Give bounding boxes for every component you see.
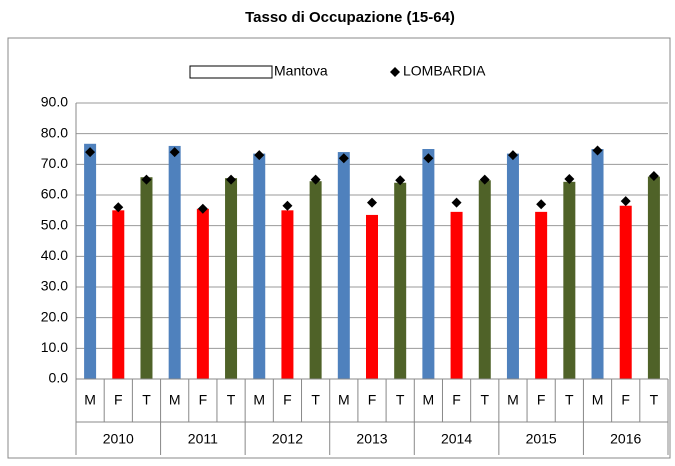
marker	[648, 170, 659, 181]
marker	[536, 199, 547, 210]
x-group-label: 2013	[356, 431, 387, 447]
y-tick-label: 60.0	[41, 186, 68, 202]
x-tick-label: M	[169, 392, 181, 408]
marker	[197, 203, 208, 214]
bar	[168, 145, 181, 379]
bar	[112, 210, 125, 379]
marker	[169, 147, 180, 158]
bar	[619, 205, 632, 379]
x-tick-label: T	[650, 392, 659, 408]
legend-label: Mantova	[274, 63, 328, 79]
marker	[367, 197, 377, 208]
bar	[563, 181, 576, 379]
y-tick-label: 0.0	[49, 370, 69, 386]
bar	[196, 208, 209, 379]
bar	[647, 176, 660, 379]
bar	[394, 182, 407, 379]
y-tick-label: 40.0	[41, 247, 68, 263]
x-tick-label: M	[423, 392, 435, 408]
marker	[620, 196, 631, 207]
y-tick-label: 20.0	[41, 308, 68, 324]
bar	[422, 149, 435, 379]
chart-title: Tasso di Occupazione (15-64)	[245, 9, 455, 26]
bar	[253, 153, 266, 379]
x-tick-label: T	[227, 392, 236, 408]
x-tick-label: F	[452, 392, 461, 408]
x-group-label: 2011	[188, 431, 218, 447]
marker	[282, 200, 293, 211]
chart-frame	[7, 37, 671, 459]
x-tick-label: F	[537, 392, 546, 408]
x-tick-label: T	[311, 392, 320, 408]
x-tick-label: M	[507, 392, 519, 408]
x-group-label: 2010	[103, 431, 134, 447]
marker	[564, 174, 575, 185]
marker	[310, 174, 321, 185]
x-tick-label: F	[621, 392, 630, 408]
marker	[592, 145, 603, 156]
y-tick-label: 80.0	[41, 124, 68, 140]
y-tick-label: 50.0	[41, 216, 68, 232]
bar	[478, 180, 491, 379]
y-tick-label: 30.0	[41, 278, 68, 294]
x-tick-label: T	[396, 392, 405, 408]
legend-swatch	[189, 65, 273, 79]
x-tick-label: F	[199, 392, 208, 408]
marker	[226, 174, 237, 185]
x-group-label: 2015	[526, 431, 557, 447]
bar	[309, 181, 322, 379]
x-tick-label: T	[565, 392, 574, 408]
marker	[338, 153, 349, 164]
marker	[479, 174, 490, 185]
bar	[591, 149, 604, 379]
x-tick-label: F	[283, 392, 292, 408]
x-tick-label: F	[114, 392, 123, 408]
x-tick-label: M	[253, 392, 265, 408]
x-group-label: 2014	[441, 431, 472, 447]
legend-marker	[390, 67, 400, 77]
bar	[225, 178, 238, 379]
marker	[507, 150, 518, 161]
x-tick-label: T	[480, 392, 489, 408]
x-tick-label: M	[84, 392, 96, 408]
marker	[395, 175, 406, 186]
marker	[85, 147, 96, 158]
marker	[113, 202, 124, 213]
marker	[423, 153, 434, 164]
bar	[337, 152, 350, 379]
bar	[366, 214, 378, 379]
bar	[84, 143, 97, 379]
legend-label: LOMBARDIA	[403, 63, 486, 79]
marker	[141, 174, 152, 185]
marker	[451, 197, 462, 208]
x-tick-label: M	[338, 392, 350, 408]
bar	[535, 211, 548, 379]
bar	[450, 211, 463, 379]
x-tick-label: T	[142, 392, 151, 408]
bar	[140, 177, 153, 379]
x-tick-label: F	[368, 392, 377, 408]
x-tick-label: M	[592, 392, 604, 408]
y-tick-label: 10.0	[41, 339, 68, 355]
bar	[281, 210, 294, 379]
y-tick-label: 90.0	[41, 94, 68, 110]
marker	[254, 150, 265, 161]
bar	[506, 153, 519, 379]
y-tick-label: 70.0	[41, 155, 68, 171]
x-group-label: 2012	[272, 431, 303, 447]
x-group-label: 2016	[610, 431, 641, 447]
